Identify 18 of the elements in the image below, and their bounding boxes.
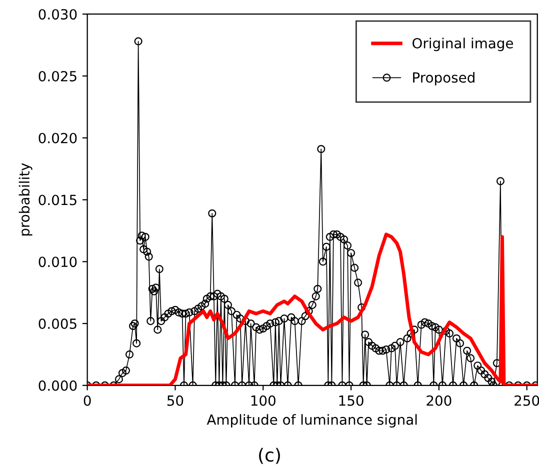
y-tick-label: 0.020	[38, 132, 77, 144]
x-tick-label: 0	[84, 395, 91, 406]
x-tick-label: 50	[167, 395, 184, 406]
y-tick-label: 0.010	[38, 256, 77, 268]
x-tick-label: 100	[251, 395, 276, 406]
legend-label: Original image	[412, 38, 514, 52]
text: (c)	[259, 448, 280, 464]
x-tick-label: 150	[339, 395, 364, 406]
x-tick-label: 200	[426, 395, 452, 406]
y-tick-label: 0.025	[38, 70, 76, 82]
legend-label: Proposed	[413, 72, 474, 86]
y-axis-title: probability	[18, 163, 32, 236]
x-axis-title: Amplitude of luminance signal	[206, 414, 417, 428]
y-tick-label: 0.030	[38, 9, 77, 20]
y-tick-label: 0.005	[38, 318, 76, 329]
y-tick-label: 0.000	[38, 380, 77, 391]
y-tick-label: 0.015	[38, 194, 76, 206]
x-tick-label: 250	[514, 395, 539, 406]
